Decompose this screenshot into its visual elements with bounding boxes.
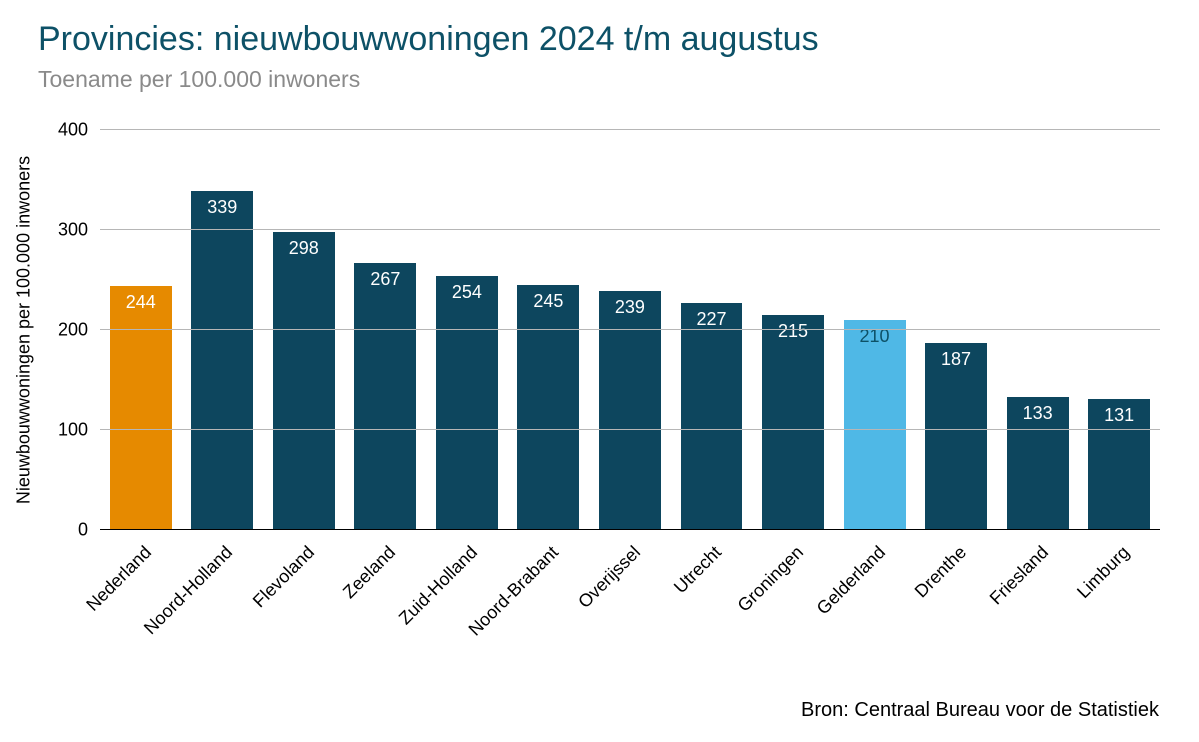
y-tick-label: 400 <box>58 120 100 141</box>
x-tick-label: Zeeland <box>339 542 400 603</box>
x-label-slot: Gelderland <box>834 536 916 696</box>
x-label-slot: Noord-Holland <box>182 536 264 696</box>
gridline <box>100 429 1160 430</box>
x-tick-label: Nederland <box>82 542 156 616</box>
bar: 298 <box>273 232 335 530</box>
bar-value-label: 215 <box>778 321 808 342</box>
x-tick-label: Utrecht <box>670 542 726 598</box>
bar-value-label: 187 <box>941 349 971 370</box>
bar: 131 <box>1088 399 1150 530</box>
bar: 215 <box>762 315 824 530</box>
bar-value-label: 239 <box>615 297 645 318</box>
bar-slot: 267 <box>345 130 427 530</box>
x-label-slot: Limburg <box>1078 536 1160 696</box>
bar: 245 <box>517 285 579 530</box>
chart-subtitle: Toename per 100.000 inwoners <box>38 66 360 93</box>
bar-value-label: 244 <box>126 292 156 313</box>
x-label-slot: Overijssel <box>589 536 671 696</box>
bar-slot: 245 <box>508 130 590 530</box>
x-label-slot: Noord-Brabant <box>508 536 590 696</box>
gridline <box>100 329 1160 330</box>
bar-value-label: 339 <box>207 197 237 218</box>
chart-title: Provincies: nieuwbouwwoningen 2024 t/m a… <box>38 20 819 59</box>
bar-slot: 244 <box>100 130 182 530</box>
bar: 239 <box>599 291 661 530</box>
x-label-slot: Utrecht <box>671 536 753 696</box>
bar-slot: 210 <box>834 130 916 530</box>
gridline <box>100 529 1160 530</box>
bar: 133 <box>1007 397 1069 530</box>
y-tick-label: 200 <box>58 320 100 341</box>
x-label-slot: Flevoland <box>263 536 345 696</box>
bar-slot: 298 <box>263 130 345 530</box>
bar-slot: 187 <box>915 130 997 530</box>
bar-slot: 227 <box>671 130 753 530</box>
bar-value-label: 227 <box>696 309 726 330</box>
bar-value-label: 133 <box>1023 403 1053 424</box>
bar-slot: 131 <box>1078 130 1160 530</box>
x-label-slot: Drenthe <box>915 536 997 696</box>
bar: 210 <box>844 320 906 530</box>
bar: 227 <box>681 303 743 530</box>
y-tick-label: 100 <box>58 420 100 441</box>
bar: 254 <box>436 276 498 530</box>
x-label-slot: Groningen <box>752 536 834 696</box>
bar-value-label: 298 <box>289 238 319 259</box>
x-labels-container: NederlandNoord-HollandFlevolandZeelandZu… <box>100 536 1160 696</box>
bar-slot: 254 <box>426 130 508 530</box>
bar: 339 <box>191 191 253 530</box>
bar-slot: 339 <box>182 130 264 530</box>
y-tick-label: 0 <box>78 520 100 541</box>
bar-slot: 239 <box>589 130 671 530</box>
chart-root: Provincies: nieuwbouwwoningen 2024 t/m a… <box>0 0 1199 742</box>
x-tick-label: Limburg <box>1073 542 1134 603</box>
gridline <box>100 229 1160 230</box>
x-tick-label: Drenthe <box>911 542 971 602</box>
source-attribution: Bron: Centraal Bureau voor de Statistiek <box>801 699 1159 722</box>
bar-value-label: 245 <box>533 291 563 312</box>
bar-slot: 133 <box>997 130 1079 530</box>
bar-value-label: 267 <box>370 269 400 290</box>
bars-container: 244 339 298 267 254 245 239 227 215 210 187 133 131 <box>100 130 1160 530</box>
y-axis-label: Nieuwbouwwoningen per 100.000 inwoners <box>14 156 35 504</box>
y-tick-label: 300 <box>58 220 100 241</box>
bar: 244 <box>110 286 172 530</box>
bar-value-label: 131 <box>1104 405 1134 426</box>
plot-area: 244339298267254245239227215210187133131 … <box>100 130 1160 530</box>
bar-value-label: 254 <box>452 282 482 303</box>
bar-slot: 215 <box>752 130 834 530</box>
x-label-slot: Friesland <box>997 536 1079 696</box>
bar: 187 <box>925 343 987 530</box>
bar: 267 <box>354 263 416 530</box>
gridline <box>100 129 1160 130</box>
